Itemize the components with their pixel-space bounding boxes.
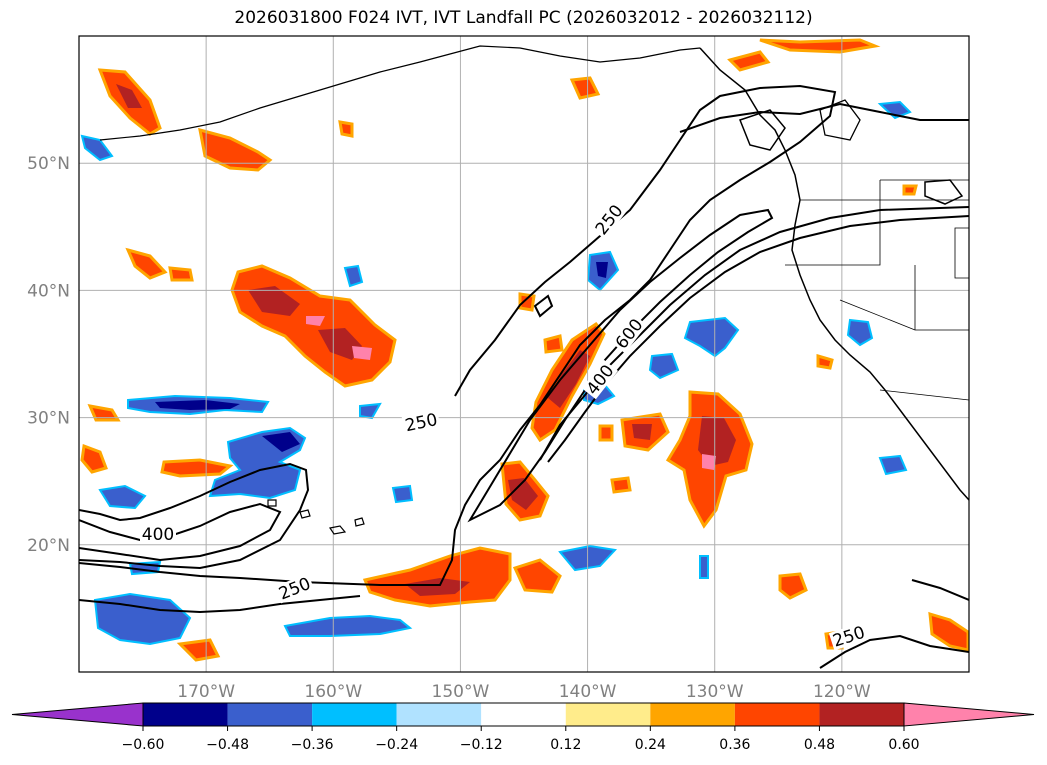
colorbar-extend-high [903,702,1035,727]
lat-tick-label: 50°N [27,154,70,174]
contour-label: 400 [142,525,174,545]
colorbar-tick-label: −0.48 [206,737,249,753]
lat-tick-label: 20°N [27,536,70,556]
contour-250-south [79,595,361,614]
colorbar-swatch [734,703,820,726]
colorbar-tick-label: −0.60 [122,737,165,753]
colorbar-tick-label: 0.24 [635,737,666,753]
ivt-landfall-pc-shading [80,38,969,662]
colorbar-extend-low [11,702,144,727]
contour-600-lower [547,215,969,463]
lon-tick-label: 140°W [559,682,617,702]
negative-pc-region [80,100,912,646]
contour-label-bg [610,313,648,354]
lon-tick-label: 170°W [177,682,235,702]
latitude-labels: 20°N 30°N 40°N 50°N [27,154,70,556]
contour-label-bg [828,622,869,651]
graticule [79,36,969,672]
map-frame [78,35,970,673]
contour-400-ar [467,208,774,523]
contour-label-bg [274,573,315,604]
colorbar-swatch [650,703,735,726]
colorbar-swatch [819,703,904,726]
ivt-contours [79,84,969,669]
contour-250-main [79,84,837,586]
colorbar-tick-label: 0.60 [888,737,919,753]
colorbar-frame [142,702,905,727]
colorbar-swatch [565,703,651,726]
contour-250-north [679,102,969,133]
contour-label-bg [590,199,628,240]
map-title: 2026031800 F024 IVT, IVT Landfall PC (20… [234,8,813,28]
lon-tick-label: 120°W [813,682,871,702]
colorbar-swatch [396,703,482,726]
colorbar-tick-label: −0.12 [460,737,503,753]
contour-400-west [79,462,310,570]
contour-250-se [819,634,969,669]
colorbar-swatch [481,703,566,726]
colorbar-tick-label: 0.36 [719,737,750,753]
colorbar-tick-label: −0.24 [375,737,418,753]
contour-250-closed [533,294,554,318]
contour-600-upper [539,206,969,461]
lon-tick-label: 160°W [304,682,362,702]
lat-tick-label: 30°N [27,409,70,429]
longitude-labels: 170°W 160°W 150°W 140°W 130°W 120°W [177,682,871,702]
contour-label-bg [581,359,619,400]
colorbar-swatch [312,703,397,726]
colorbar-swatch [143,703,228,726]
positive-pc-region [80,38,969,662]
lon-tick-label: 130°W [686,682,744,702]
colorbar-tick-label: 0.12 [550,737,581,753]
colorbar-tick-label: −0.36 [291,737,334,753]
lat-tick-label: 40°N [27,281,70,301]
contour-label-bg [401,409,441,435]
contour-label-bg [140,525,176,543]
colorbar-tick-label: 0.48 [804,737,835,753]
lon-tick-label: 150°W [432,682,490,702]
colorbar-swatch [227,703,313,726]
contour-250-east [911,579,969,601]
